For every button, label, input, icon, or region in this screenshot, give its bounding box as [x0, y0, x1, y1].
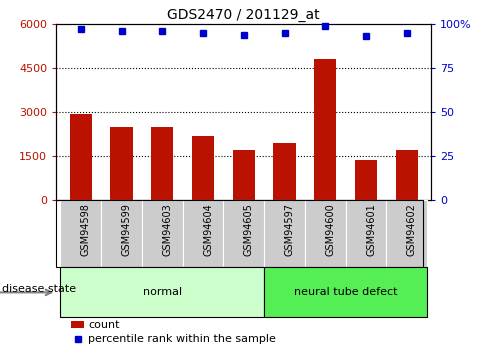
Bar: [101, 200, 142, 267]
Text: neural tube defect: neural tube defect: [294, 287, 397, 297]
Text: GSM94605: GSM94605: [244, 204, 254, 256]
Bar: [264, 200, 305, 267]
Bar: [345, 200, 387, 267]
Text: GSM94600: GSM94600: [325, 204, 335, 256]
Text: percentile rank within the sample: percentile rank within the sample: [88, 334, 276, 344]
Text: GSM94604: GSM94604: [203, 204, 213, 256]
Text: GSM94601: GSM94601: [366, 204, 376, 256]
Text: disease state: disease state: [2, 284, 76, 294]
Text: normal: normal: [143, 287, 182, 297]
Bar: [60, 267, 264, 317]
Bar: [183, 200, 223, 267]
Bar: [60, 200, 101, 267]
Bar: [110, 127, 133, 200]
Bar: [355, 160, 377, 200]
Title: GDS2470 / 201129_at: GDS2470 / 201129_at: [168, 8, 320, 22]
Bar: [142, 200, 183, 267]
Text: count: count: [88, 319, 120, 329]
Text: GSM94598: GSM94598: [81, 204, 91, 256]
Bar: [314, 59, 337, 200]
Text: GSM94597: GSM94597: [285, 204, 294, 256]
Text: GSM94599: GSM94599: [122, 204, 131, 256]
Bar: [305, 200, 345, 267]
Bar: [264, 267, 427, 317]
Bar: [72, 321, 84, 328]
Bar: [70, 114, 92, 200]
Text: GSM94603: GSM94603: [162, 204, 172, 256]
Bar: [273, 143, 296, 200]
Bar: [233, 150, 255, 200]
Bar: [151, 127, 173, 200]
Bar: [395, 150, 418, 200]
Bar: [192, 136, 214, 200]
Bar: [387, 200, 427, 267]
Bar: [223, 200, 264, 267]
Text: GSM94602: GSM94602: [407, 204, 417, 256]
